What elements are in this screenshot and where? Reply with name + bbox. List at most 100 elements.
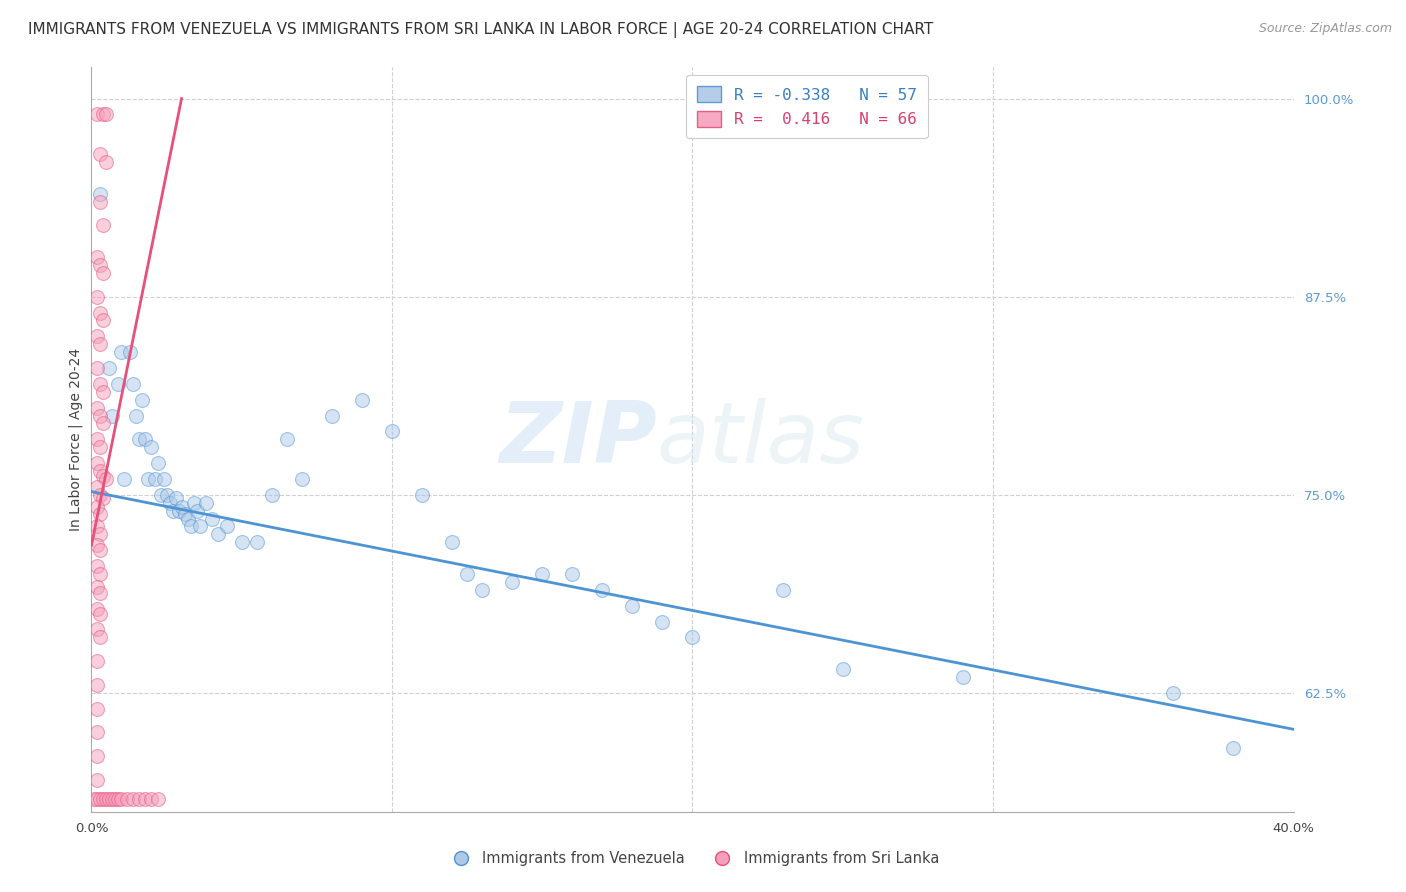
Point	[86, 602, 108, 616]
Text: Source: ZipAtlas.com: Source: ZipAtlas.com	[1258, 22, 1392, 36]
Point	[321, 409, 343, 423]
Point	[86, 401, 108, 415]
Point	[86, 678, 108, 692]
Point	[93, 107, 115, 121]
Point	[86, 480, 108, 494]
Point	[440, 535, 463, 549]
Point	[89, 792, 111, 806]
Point	[456, 567, 478, 582]
Point	[952, 670, 974, 684]
Point	[89, 305, 111, 319]
Point	[101, 409, 124, 423]
Point	[86, 580, 108, 594]
Point	[86, 702, 108, 716]
Point	[291, 472, 314, 486]
Point	[122, 792, 145, 806]
Point	[89, 464, 111, 478]
Point	[125, 409, 148, 423]
Point	[411, 488, 433, 502]
Point	[86, 456, 108, 470]
Point	[122, 376, 145, 391]
Point	[86, 250, 108, 264]
Point	[86, 792, 108, 806]
Point	[159, 496, 181, 510]
Point	[86, 500, 108, 515]
Point	[93, 266, 115, 280]
Point	[194, 496, 217, 510]
Point	[350, 392, 373, 407]
Point	[134, 792, 156, 806]
Point	[381, 425, 404, 439]
Point	[89, 258, 111, 272]
Point	[1161, 686, 1184, 700]
Point	[89, 631, 111, 645]
Point	[86, 290, 108, 304]
Point	[561, 567, 583, 582]
Point	[215, 519, 238, 533]
Y-axis label: In Labor Force | Age 20-24: In Labor Force | Age 20-24	[69, 348, 83, 531]
Point	[93, 792, 115, 806]
Point	[89, 376, 111, 391]
Point	[89, 543, 111, 558]
Point	[89, 527, 111, 541]
Point	[89, 507, 111, 521]
Point	[86, 725, 108, 739]
Point	[89, 194, 111, 209]
Point	[162, 503, 184, 517]
Point	[146, 792, 169, 806]
Point	[104, 792, 127, 806]
Point	[110, 345, 132, 359]
Point	[86, 654, 108, 668]
Point	[621, 599, 644, 613]
Point	[89, 586, 111, 600]
Point	[188, 519, 211, 533]
Point	[1222, 741, 1244, 756]
Point	[96, 472, 118, 486]
Point	[276, 433, 298, 447]
Point	[141, 440, 163, 454]
Point	[89, 440, 111, 454]
Point	[83, 792, 105, 806]
Point	[93, 219, 115, 233]
Point	[89, 607, 111, 621]
Point	[681, 631, 703, 645]
Point	[138, 472, 160, 486]
Point	[86, 559, 108, 574]
Point	[152, 472, 174, 486]
Point	[170, 500, 193, 515]
Point	[89, 147, 111, 161]
Point	[186, 503, 208, 517]
Point	[260, 488, 283, 502]
Point	[86, 749, 108, 764]
Point	[93, 491, 115, 505]
Point	[96, 792, 118, 806]
Point	[173, 507, 195, 521]
Point	[117, 792, 139, 806]
Point	[831, 662, 853, 676]
Point	[89, 409, 111, 423]
Point	[501, 574, 523, 589]
Point	[86, 329, 108, 343]
Point	[86, 539, 108, 553]
Point	[96, 107, 118, 121]
Point	[89, 567, 111, 582]
Point	[531, 567, 554, 582]
Point	[86, 519, 108, 533]
Point	[141, 792, 163, 806]
Point	[93, 468, 115, 483]
Point	[128, 792, 150, 806]
Point	[149, 488, 172, 502]
Point	[120, 345, 142, 359]
Point	[180, 519, 202, 533]
Point	[114, 472, 136, 486]
Point	[231, 535, 253, 549]
Point	[93, 384, 115, 399]
Point	[96, 155, 118, 169]
Point	[246, 535, 269, 549]
Point	[86, 623, 108, 637]
Text: atlas: atlas	[657, 398, 865, 481]
Point	[86, 433, 108, 447]
Point	[110, 792, 132, 806]
Point	[207, 527, 229, 541]
Point	[201, 511, 224, 525]
